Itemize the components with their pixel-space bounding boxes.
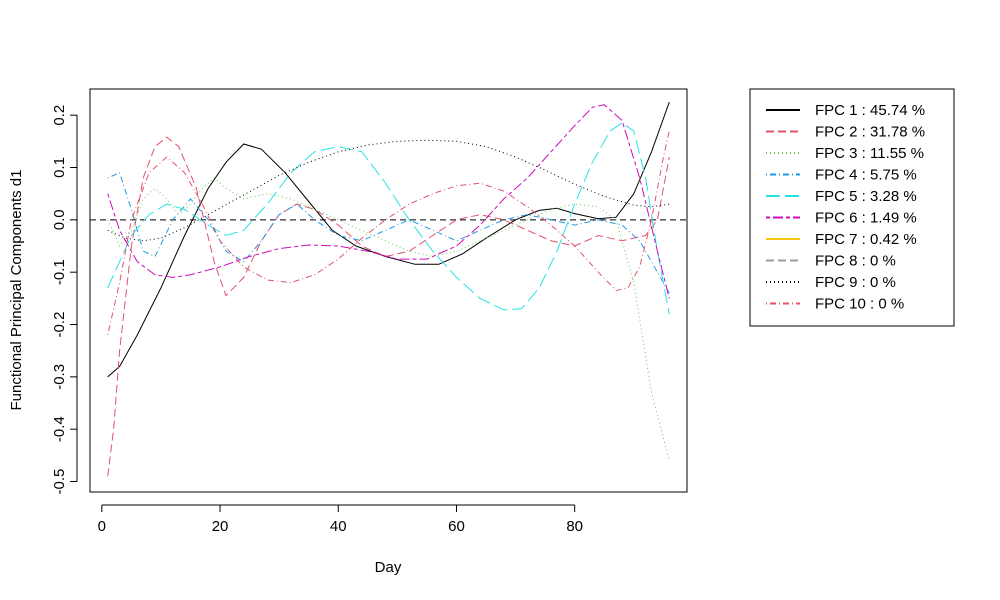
x-tick-label: 20: [212, 518, 229, 535]
x-axis-label: Day: [375, 559, 402, 576]
x-axis: 0 20 40 60 80: [98, 504, 583, 535]
plot-frame: [89, 88, 688, 493]
x-tick-label: 40: [330, 518, 347, 535]
series-line-fpc-6: [107, 104, 670, 299]
legend-items: FPC 1 : 45.74 % FPC 2 : 31.78 % FPC 3 : 11…: [766, 102, 925, 313]
legend-label-fpc-5: FPC 5 : 3.28 %: [815, 188, 917, 205]
y-tick-label: -0.1: [51, 259, 68, 285]
series-line-fpc-10: [107, 130, 670, 336]
legend-label-fpc-4: FPC 4 : 5.75 %: [815, 167, 917, 184]
y-tick-label: 0.0: [51, 209, 68, 230]
legend-label-fpc-9: FPC 9 : 0 %: [815, 274, 896, 291]
legend-box: [749, 88, 955, 327]
x-tick-label: 80: [566, 518, 583, 535]
y-tick-label: -0.2: [51, 312, 68, 338]
x-tick-label: 60: [448, 518, 465, 535]
series-line-fpc-5: [107, 122, 670, 315]
y-tick-label: 0.1: [51, 157, 68, 178]
y-tick-label: -0.5: [51, 469, 68, 495]
legend-label-fpc-10: FPC 10 : 0 %: [815, 296, 904, 313]
x-tick-label: 0: [98, 518, 106, 535]
series-layer: [107, 101, 670, 477]
legend-label-fpc-8: FPC 8 : 0 %: [815, 253, 896, 270]
y-axis: -0.5 -0.4 -0.3 -0.2 -0.1 0.0 0.1 0.2: [51, 105, 78, 495]
legend-label-fpc-7: FPC 7 : 0.42 %: [815, 231, 917, 248]
series-line-fpc-4: [107, 172, 670, 294]
y-tick-label: -0.4: [51, 416, 68, 442]
y-tick-label: -0.3: [51, 364, 68, 390]
series-line-fpc-1: [107, 101, 670, 378]
legend-label-fpc-6: FPC 6 : 1.49 %: [815, 210, 917, 227]
series-line-fpc-9: [107, 139, 670, 242]
series-line-fpc-2: [107, 136, 670, 477]
legend-label-fpc-3: FPC 3 : 11.55 %: [815, 145, 924, 162]
y-tick-label: 0.2: [51, 105, 68, 126]
plot-area: [89, 88, 688, 493]
legend-label-fpc-1: FPC 1 : 45.74 %: [815, 102, 925, 119]
y-axis-label: Functional Principal Components d1: [8, 170, 25, 411]
legend-label-fpc-2: FPC 2 : 31.78 %: [815, 124, 925, 141]
series-line-fpc-3: [107, 177, 670, 461]
legend: FPC 1 : 45.74 % FPC 2 : 31.78 % FPC 3 : 11…: [749, 88, 955, 327]
